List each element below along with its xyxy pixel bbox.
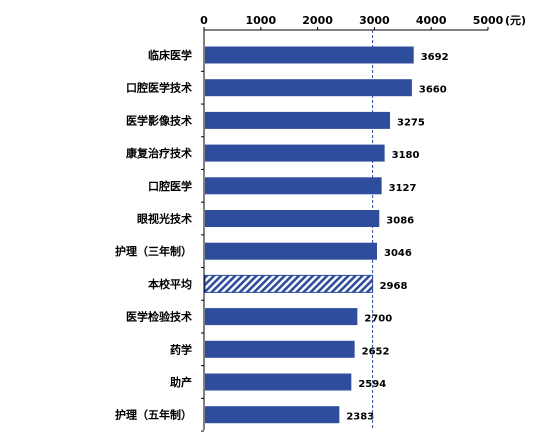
x-tick-label: 5000 <box>473 14 504 27</box>
category-label: 口腔医学技术 <box>126 81 192 95</box>
x-tick-label: 1000 <box>245 14 276 27</box>
value-label: 2700 <box>364 314 392 325</box>
value-label: 3046 <box>384 248 412 259</box>
bar <box>205 340 355 358</box>
x-tick-label: 4000 <box>416 14 447 27</box>
category-label: 护理（三年制） <box>115 244 192 258</box>
value-label: 3086 <box>386 216 414 227</box>
category-label: 眼视光技术 <box>137 212 192 226</box>
bar-average <box>204 274 374 293</box>
value-label: 3180 <box>392 150 420 161</box>
bar <box>205 177 382 195</box>
bar <box>205 373 352 391</box>
bar <box>205 242 378 260</box>
category-label: 医学影像技术 <box>126 113 192 127</box>
value-label: 3692 <box>421 52 449 63</box>
category-label: 护理（五年制） <box>115 408 192 422</box>
value-label: 3660 <box>419 85 447 96</box>
bar <box>205 79 412 97</box>
bar <box>205 406 340 424</box>
x-unit-label: (元) <box>505 14 526 27</box>
category-label: 口腔医学 <box>148 179 192 193</box>
bar <box>205 144 385 162</box>
category-label: 康复治疗技术 <box>126 146 192 160</box>
value-label: 2383 <box>346 412 374 423</box>
category-label: 助产 <box>170 375 192 389</box>
category-label: 医学检验技术 <box>126 310 192 324</box>
value-label: 3275 <box>397 117 425 128</box>
category-label: 临床医学 <box>148 48 192 62</box>
value-label: 2652 <box>362 346 390 357</box>
value-label: 3127 <box>389 183 417 194</box>
bar <box>205 46 414 64</box>
value-label: 2968 <box>380 281 408 292</box>
x-tick-label: 2000 <box>302 14 333 27</box>
category-label: 药学 <box>170 342 192 356</box>
value-label: 2594 <box>358 379 386 390</box>
x-tick-label: 0 <box>200 14 208 27</box>
bar <box>205 111 391 129</box>
bar <box>205 210 380 227</box>
category-label: 本校平均 <box>148 277 192 291</box>
bar <box>205 308 358 326</box>
x-tick-label: 3000 <box>359 14 390 27</box>
